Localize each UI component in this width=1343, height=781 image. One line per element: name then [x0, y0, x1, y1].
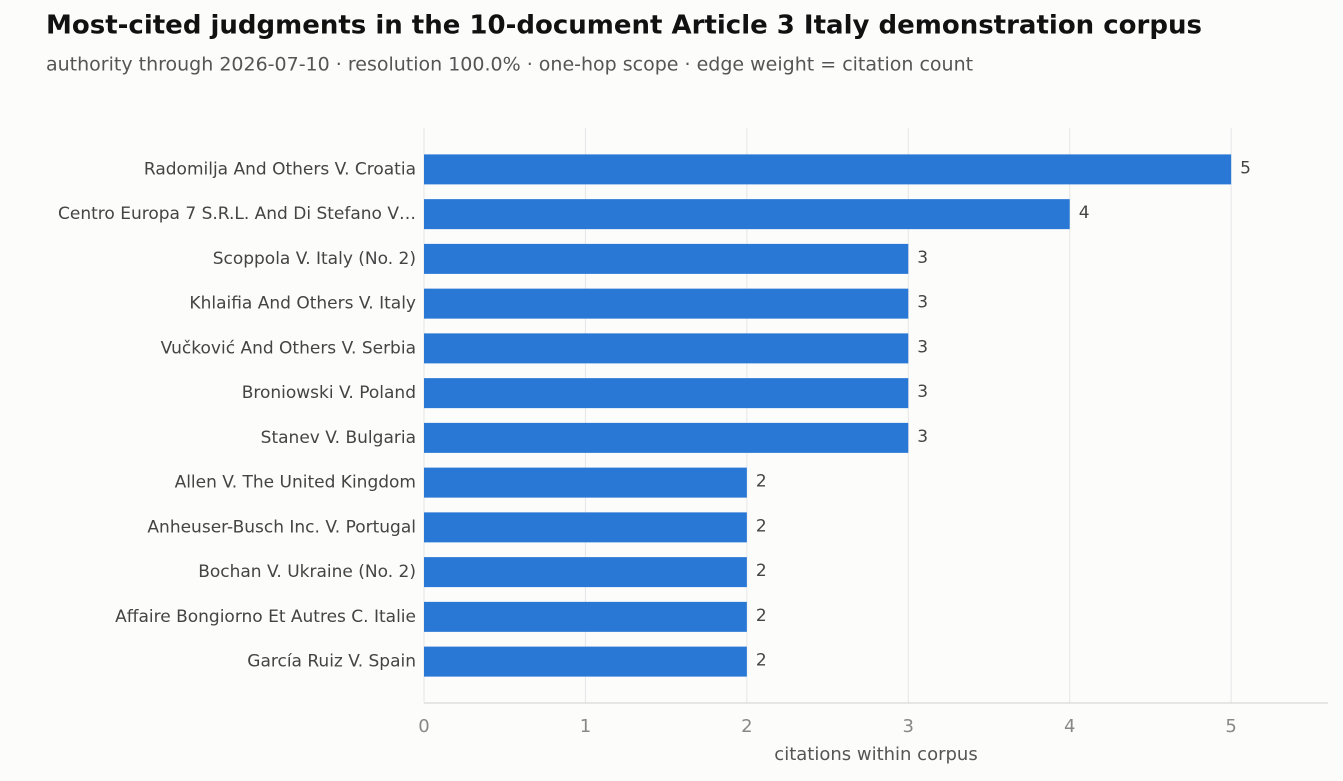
bar: [424, 154, 1232, 185]
bar: [424, 378, 909, 409]
y-tick-label: Anheuser-Busch Inc. V. Portugal: [147, 517, 416, 537]
y-tick-label: García Ruiz V. Spain: [247, 652, 416, 672]
y-tick-label: Radomilja And Others V. Croatia: [144, 159, 416, 179]
y-tick-label: Broniowski V. Poland: [242, 383, 416, 403]
value-label: 4: [1079, 203, 1090, 223]
bar: [424, 557, 747, 588]
value-label: 2: [756, 516, 767, 536]
y-tick-label: Khlaifia And Others V. Italy: [189, 294, 416, 314]
value-label: 3: [917, 248, 928, 268]
bar: [424, 601, 747, 632]
value-label: 2: [756, 651, 767, 671]
value-label: 3: [917, 427, 928, 447]
bar: [424, 333, 909, 364]
bar: [424, 646, 747, 677]
y-tick-label: Vučković And Others V. Serbia: [161, 338, 416, 358]
bar: [424, 288, 909, 319]
x-tick-label: 2: [741, 716, 752, 737]
chart-title: Most-cited judgments in the 10-document …: [46, 11, 1202, 41]
value-label: 2: [756, 561, 767, 581]
value-label: 2: [756, 472, 767, 492]
value-label: 5: [1240, 158, 1251, 178]
y-tick-label: Affaire Bongiorno Et Autres C. Italie: [115, 607, 416, 627]
x-tick-label: 0: [418, 716, 429, 737]
bar: [424, 243, 909, 274]
bar: [424, 512, 747, 543]
value-label: 2: [756, 606, 767, 626]
x-tick-label: 5: [1225, 716, 1236, 737]
x-tick-label: 3: [903, 716, 914, 737]
value-label: 3: [917, 382, 928, 402]
y-tick-label: Bochan V. Ukraine (No. 2): [198, 562, 416, 582]
bar: [424, 467, 747, 498]
x-tick-label: 1: [580, 716, 591, 737]
y-tick-label: Stanev V. Bulgaria: [261, 428, 416, 448]
bar: [424, 199, 1070, 230]
value-label: 3: [917, 293, 928, 313]
x-tick-label: 4: [1064, 716, 1075, 737]
y-tick-label: Scoppola V. Italy (No. 2): [213, 249, 416, 269]
chart-subtitle: authority through 2026-07-10 · resolutio…: [46, 54, 973, 76]
value-label: 3: [917, 337, 928, 357]
y-tick-label: Allen V. The United Kingdom: [175, 473, 416, 493]
x-axis-label: citations within corpus: [774, 744, 977, 765]
y-tick-label: Centro Europa 7 S.R.L. And Di Stefano V…: [58, 204, 416, 224]
bar: [424, 422, 909, 453]
